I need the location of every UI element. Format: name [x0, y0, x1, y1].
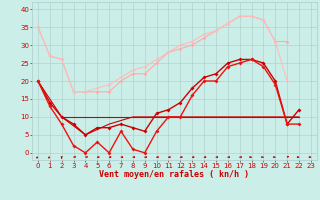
X-axis label: Vent moyen/en rafales ( kn/h ): Vent moyen/en rafales ( kn/h )	[100, 170, 249, 179]
